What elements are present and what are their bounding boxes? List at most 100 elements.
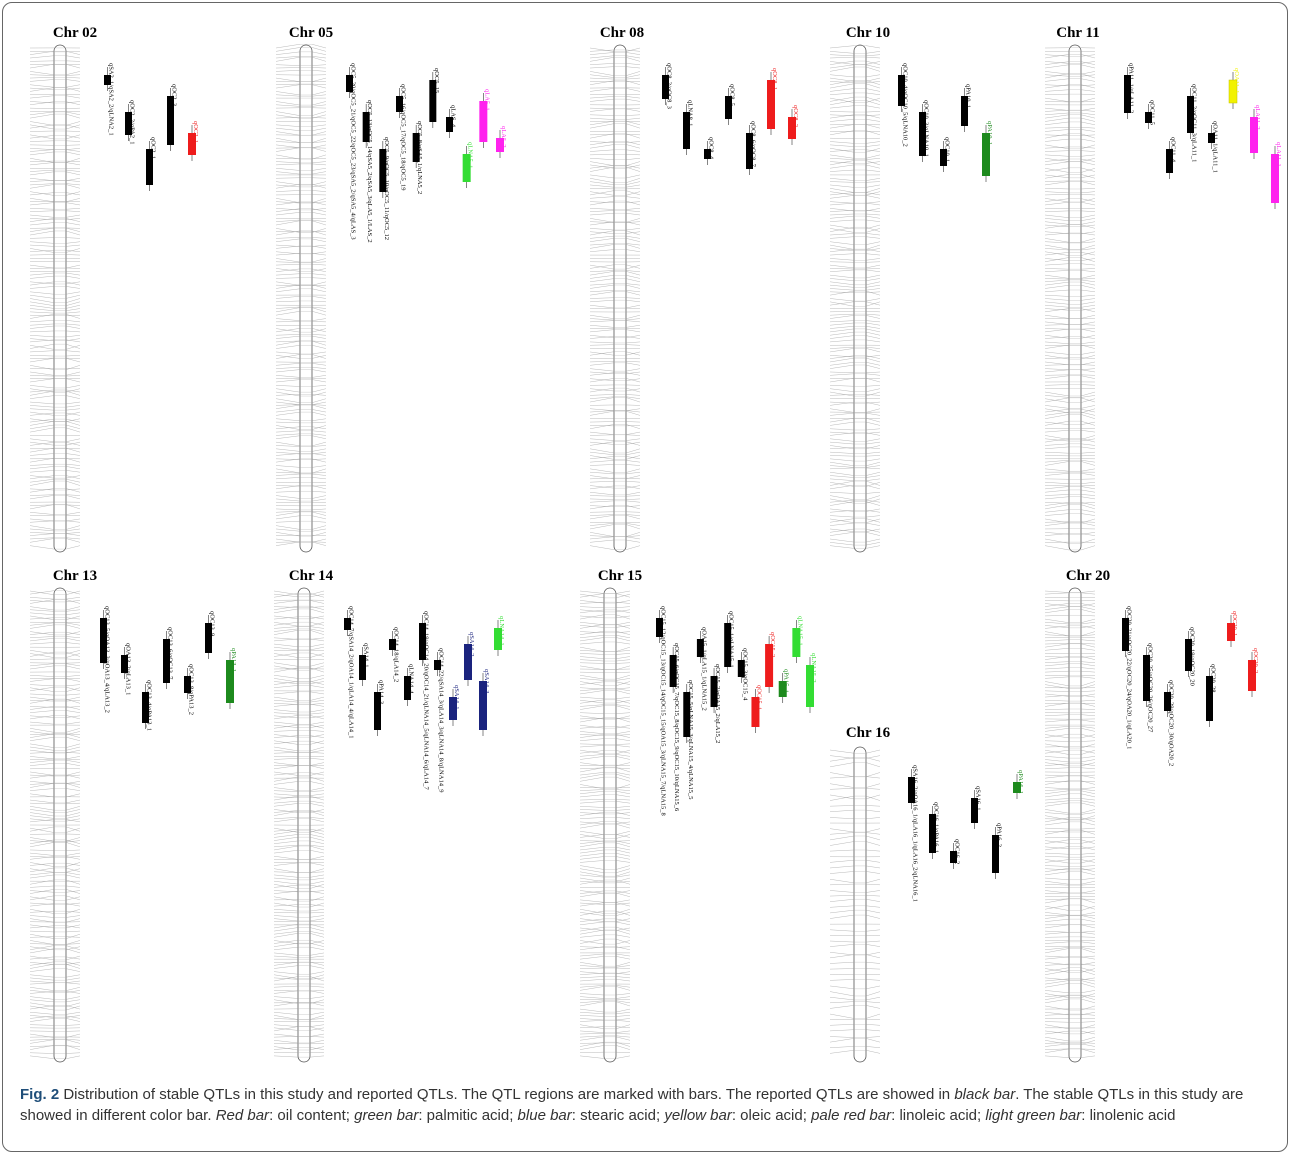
qtl-label: qOC8_6/qOC8_7: [750, 121, 757, 168]
qtl-label: qPA15_1: [783, 669, 790, 693]
qtl-reported: qOC15_2/qOA15_2/qLA15_2: [710, 664, 721, 743]
qtl-bar: [359, 655, 366, 680]
qtl-bar: [1124, 75, 1131, 113]
chromosome-chr-08: Chr 08 qOC8_2/qOC8_3 qLNA8_1 qOC8_4 qOC8_5 qO…: [589, 25, 799, 553]
qtl-bar: [704, 149, 711, 159]
qtl-bar: [163, 639, 170, 683]
qtl-label: qOC2_2/qPA2_1: [129, 100, 136, 145]
qtl-label: qLNA5_1: [467, 142, 474, 168]
qtl-reported: qOC16_1/qPA16_1: [929, 802, 940, 859]
caption-text-3: : oil content;: [269, 1107, 355, 1124]
qtl-reported: qOC8_5: [725, 84, 736, 125]
figure-label: Fig. 2: [20, 1086, 60, 1103]
qtl-bar: [226, 660, 234, 703]
chromosome-title: Chr 02: [53, 25, 97, 41]
qtl-label: qOC8_2: [792, 105, 799, 127]
qtl-reported: qOC5_8/qSA5_1/qLNA5_2: [412, 121, 423, 194]
chromosome-title: Chr 11: [1056, 25, 1099, 41]
chromosome-chr-10: Chr 10 qOC10_4/qOC10_5/qLNA10_2 qOC10_3/qL…: [829, 25, 993, 553]
qtl-bar: [1013, 782, 1021, 793]
caption-italic-pale-red-bar: pale red bar: [811, 1107, 892, 1124]
chromosome-chr-02: Chr 02 qSA2_1/qSA2_2/qLNA2_1 qOC2_2/qPA2_1…: [29, 25, 199, 553]
qtl-label: qSA16_1: [975, 786, 982, 811]
qtl-label: qLA5_2: [500, 126, 507, 148]
qtl-reported: qOC8_6/qOC8_7: [746, 121, 757, 175]
qtl-label: qSA14_3: [483, 669, 490, 694]
qtl-bar: [746, 133, 753, 169]
qtl-reported: qOC15_12/qOC15_13/qOC15_14/qOC15_15/qOA1…: [656, 606, 667, 816]
qtl-oil_content: qOC8_1: [767, 68, 778, 135]
qtl-stearic_acid: qSA14_3: [479, 669, 490, 736]
caption-text-7: : linoleic acid;: [891, 1107, 986, 1124]
qtl-bar: [710, 676, 718, 707]
qtl-label: qOC15_3/qOC15_4: [741, 648, 748, 701]
marker-ticks: [829, 45, 881, 549]
qtl-reported: qPA14_3: [374, 680, 385, 736]
qtl-bar: [205, 623, 212, 653]
qtl-bar: [1227, 623, 1235, 641]
qtl-reported: qOC16_2: [950, 839, 961, 869]
qtl-reported: qOC13_6/qOC13_7: [163, 627, 174, 689]
qtl-reported: qOC2_2/qPA2_1: [125, 100, 136, 145]
qtl-label: qOA13_2/qLA13_1: [125, 643, 132, 695]
qtl-reported: qOC20_21/qOC20_22/qOC20_24/qOA20_1/qLA20…: [1122, 606, 1133, 749]
qtl-label: qOC5_8/qSA5_1/qLNA5_2: [416, 121, 423, 194]
qtl-label: qLA5_1: [483, 89, 490, 111]
qtl-bar: [767, 80, 775, 129]
qtl-bar: [434, 660, 441, 670]
qtl-reported: qLNA8_1: [683, 100, 694, 155]
qtl-reported: qPA10_1: [961, 84, 972, 132]
qtl-linoleic_acid: qLA11_1: [1271, 142, 1282, 209]
qtl-reported: qOC5_20/qOC5_21/qOC5_22/qOC5_23/qSA5_2/q…: [346, 63, 357, 240]
qtl-reported: qOC13_9: [205, 611, 216, 659]
qtl-reported: qOC10_3/qLNA10_1: [919, 100, 930, 162]
qtl-label: qOC5_9/qOC5_10/qOC5_11/qOC5_12: [383, 137, 390, 240]
chromosome-body: [299, 44, 313, 553]
qtl-label: qOC13_8/qPA13_2: [188, 664, 195, 715]
qtl-label: qOC20_21/qOC20_22/qOC20_24/qOA20_1/qLA20…: [1126, 606, 1133, 749]
qtl-label: qOC14_18/qLA14_2: [393, 627, 400, 682]
qtl-label: qOC10_3/qLNA10_1: [923, 100, 930, 157]
qtl-reported: qOC8_4: [704, 137, 715, 165]
caption-italic-black-bar: black bar: [954, 1086, 1016, 1103]
qtl-label: qOC15_1/qLNA15_1: [728, 611, 735, 668]
chromosome-body: [1068, 44, 1082, 553]
qtl-reported: qPA16_2: [992, 823, 1003, 879]
qtl-bar: [479, 681, 487, 730]
marker-ticks: [29, 590, 81, 1059]
qtl-bar: [1206, 676, 1213, 721]
qtl-label: qOC11_5: [1149, 100, 1156, 125]
qtl-bar: [683, 692, 691, 737]
qtl-bar: [806, 665, 814, 707]
qtl-label: qOC16_1/qPA16_1: [933, 802, 940, 853]
qtl-bar: [898, 75, 905, 106]
chromosome-body: [603, 587, 617, 1063]
qtl-reported: qLAS_4: [446, 105, 457, 138]
qtl-reported: qOC13_8/qPA13_2: [184, 664, 195, 715]
qtl-linolenic_acid: qLNA5_1: [462, 142, 474, 188]
qtl-label: qOC20_25/qOC20_26/qOC20_27: [1147, 643, 1154, 733]
qtl-bar: [188, 133, 196, 155]
qtl-oleic_acid: qOA11_1: [1228, 68, 1240, 109]
qtl-bar: [1164, 692, 1171, 711]
qtl-label: qPA16_1: [1017, 770, 1024, 794]
chromosome-title: Chr 14: [289, 568, 334, 584]
qtl-bar: [125, 112, 132, 135]
qtl-reported: qOC14_22/qSA14_3/qLA14_3/qLNA14_8/qLNA14…: [434, 648, 445, 792]
qtl-reported: qOC10_4/qOC10_5/qLNA10_2: [898, 63, 909, 147]
caption-italic-green-bar: green bar: [354, 1107, 419, 1124]
caption-text-8: : linolenic acid: [1081, 1107, 1176, 1124]
qtl-label: qSA2_1/qSA2_2/qLNA2_1: [108, 63, 115, 136]
qtl-label: qLNA8_1: [687, 100, 694, 126]
qtl-bar: [184, 676, 191, 693]
qtl-label: qOC5_15: [433, 68, 440, 93]
qtl-reported: qOA11_1/qLA11_1: [1208, 121, 1219, 173]
chromosome-body: [853, 44, 867, 553]
qtl-bar: [778, 681, 787, 697]
chromosome-title: Chr 15: [598, 568, 642, 584]
qtl-oil_content: qOC20_2: [1248, 648, 1259, 697]
qtl-label: qOC20_29/qOC20_30/qOA20_2: [1168, 680, 1175, 766]
qtl-bar: [1250, 117, 1258, 153]
qtl-bar: [950, 851, 957, 863]
